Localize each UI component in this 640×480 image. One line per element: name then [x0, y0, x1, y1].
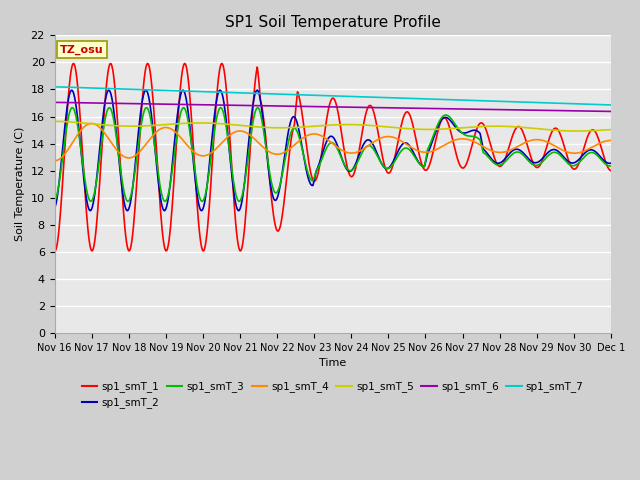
sp1_smT_4 [119, 153, 127, 158]
sp1_smT_1 [51, 249, 58, 254]
sp1_smT_1 [175, 110, 182, 116]
sp1_smT_2 [402, 140, 410, 146]
sp1_smT_5 [573, 128, 580, 134]
sp1_smT_5 [401, 126, 408, 132]
sp1_smT_6 [51, 99, 58, 105]
sp1_smT_3 [68, 105, 76, 110]
sp1_smT_2 [161, 208, 168, 214]
sp1_smT_4 [61, 151, 68, 157]
sp1_smT_5 [607, 127, 614, 132]
sp1_smT_3 [120, 185, 127, 191]
sp1_smT_2 [179, 87, 187, 93]
sp1_smT_6 [204, 102, 212, 108]
sp1_smT_3 [51, 197, 58, 203]
sp1_smT_4 [88, 120, 95, 126]
sp1_smT_6 [401, 105, 408, 111]
Line: sp1_smT_6: sp1_smT_6 [54, 102, 611, 111]
Line: sp1_smT_3: sp1_smT_3 [54, 108, 611, 201]
Line: sp1_smT_2: sp1_smT_2 [54, 90, 611, 211]
sp1_smT_2 [607, 160, 614, 166]
Line: sp1_smT_5: sp1_smT_5 [54, 121, 611, 131]
sp1_smT_3 [402, 145, 410, 151]
sp1_smT_3 [607, 163, 614, 169]
X-axis label: Time: Time [319, 359, 346, 369]
Y-axis label: Soil Temperature (C): Soil Temperature (C) [15, 127, 25, 241]
sp1_smT_1 [218, 60, 225, 66]
sp1_smT_1 [401, 111, 409, 117]
sp1_smT_4 [205, 152, 212, 157]
sp1_smT_6 [417, 106, 424, 111]
sp1_smT_1 [607, 168, 614, 174]
sp1_smT_5 [51, 119, 58, 124]
sp1_smT_6 [118, 101, 125, 107]
sp1_smT_5 [61, 119, 68, 124]
sp1_smT_1 [204, 223, 212, 228]
sp1_smT_4 [417, 149, 425, 155]
sp1_smT_5 [175, 121, 182, 127]
sp1_smT_5 [204, 120, 212, 126]
sp1_smT_7 [175, 88, 182, 94]
sp1_smT_3 [87, 198, 95, 204]
Line: sp1_smT_4: sp1_smT_4 [54, 123, 611, 161]
sp1_smT_3 [205, 168, 213, 174]
sp1_smT_4 [401, 141, 409, 146]
Title: SP1 Soil Temperature Profile: SP1 Soil Temperature Profile [225, 15, 440, 30]
sp1_smT_5 [118, 123, 125, 129]
sp1_smT_4 [175, 133, 183, 139]
sp1_smT_7 [204, 89, 212, 95]
sp1_smT_7 [401, 96, 408, 101]
Text: TZ_osu: TZ_osu [60, 44, 104, 55]
sp1_smT_1 [118, 186, 125, 192]
sp1_smT_7 [51, 84, 58, 90]
sp1_smT_6 [61, 100, 68, 106]
sp1_smT_2 [175, 100, 183, 106]
sp1_smT_6 [175, 101, 182, 107]
sp1_smT_7 [118, 86, 125, 92]
sp1_smT_3 [418, 163, 426, 169]
sp1_smT_6 [607, 108, 614, 114]
sp1_smT_2 [418, 163, 426, 169]
Line: sp1_smT_1: sp1_smT_1 [54, 63, 611, 252]
sp1_smT_4 [607, 137, 614, 143]
sp1_smT_1 [61, 148, 68, 154]
sp1_smT_2 [61, 126, 68, 132]
sp1_smT_3 [61, 139, 68, 145]
sp1_smT_7 [61, 84, 68, 90]
sp1_smT_5 [417, 126, 424, 132]
Legend: sp1_smT_1, sp1_smT_2, sp1_smT_3, sp1_smT_4, sp1_smT_5, sp1_smT_6, sp1_smT_7: sp1_smT_1, sp1_smT_2, sp1_smT_3, sp1_smT… [77, 377, 588, 412]
sp1_smT_2 [51, 204, 58, 210]
Line: sp1_smT_7: sp1_smT_7 [54, 87, 611, 105]
sp1_smT_4 [51, 158, 58, 164]
sp1_smT_2 [205, 163, 213, 168]
sp1_smT_7 [417, 96, 424, 102]
sp1_smT_7 [607, 102, 614, 108]
sp1_smT_1 [417, 160, 425, 166]
sp1_smT_2 [118, 184, 125, 190]
sp1_smT_3 [176, 113, 184, 119]
